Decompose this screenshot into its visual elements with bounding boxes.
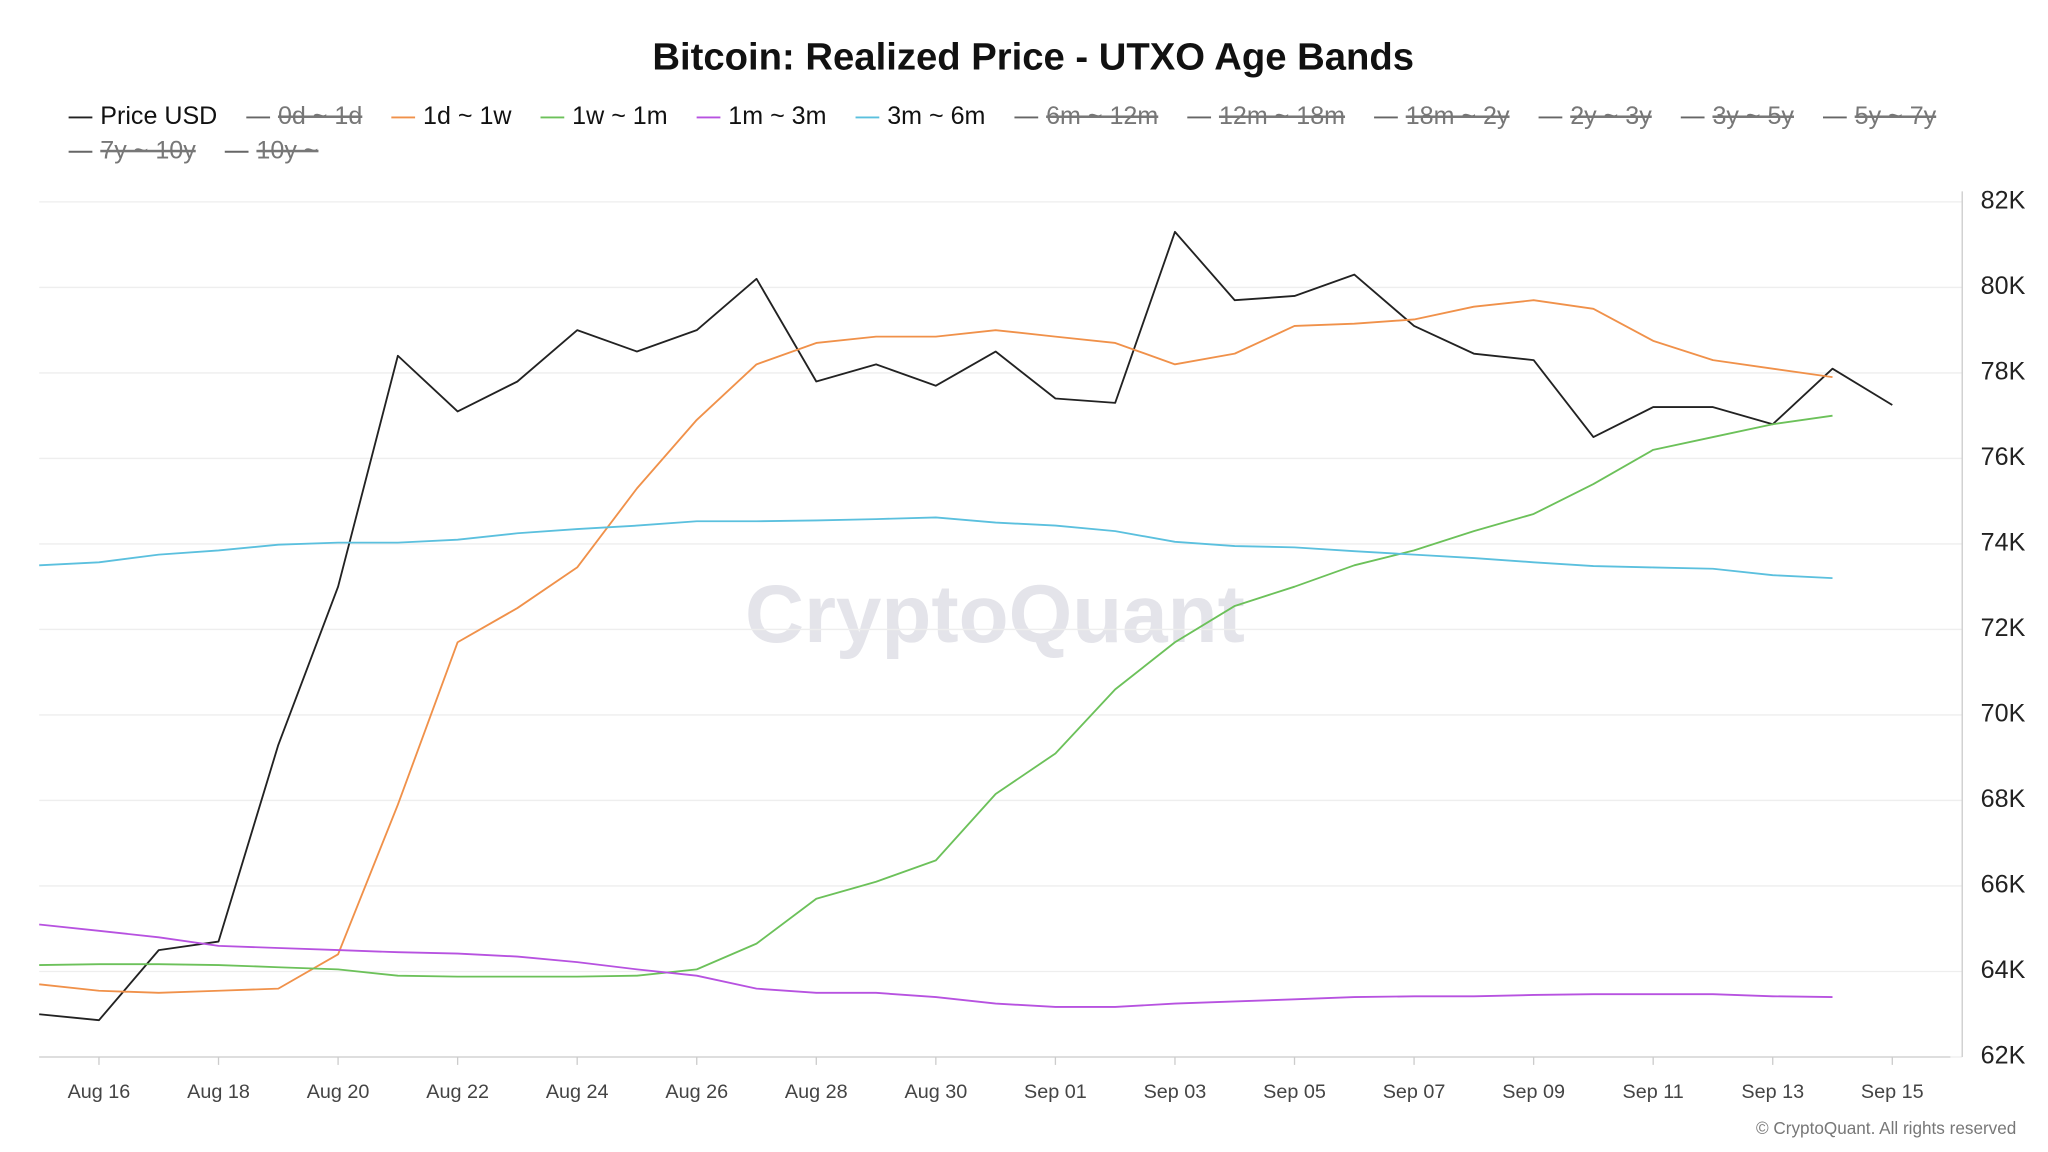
legend-label: 1m ~ 3m	[728, 102, 826, 130]
legend-item[interactable]: 1m ~ 3m	[696, 102, 827, 130]
series-line	[39, 230, 1893, 1022]
y-tick-label: 70K	[1981, 700, 2026, 728]
watermark: CryptoQuant	[745, 569, 1245, 660]
x-tick-label: Aug 22	[426, 1081, 489, 1103]
y-tick-label: 78K	[1981, 358, 2026, 386]
legend-label: Price USD	[100, 102, 217, 130]
legend-item[interactable]: 5y ~ 7y	[1823, 102, 1937, 130]
y-tick-label: 82K	[1981, 187, 2026, 215]
legend-label: 1d ~ 1w	[423, 102, 512, 130]
x-tick-label: Sep 03	[1144, 1081, 1207, 1103]
legend-label: 3y ~ 5y	[1712, 102, 1794, 130]
x-tick-label: Sep 01	[1024, 1081, 1087, 1103]
x-tick-label: Sep 11	[1623, 1081, 1684, 1103]
legend-item[interactable]: 1w ~ 1m	[540, 102, 668, 130]
x-tick-label: Aug 26	[665, 1081, 728, 1103]
y-tick-label: 64K	[1981, 956, 2026, 984]
x-tick-label: Sep 13	[1741, 1081, 1804, 1103]
y-tick-label: 72K	[1981, 614, 2026, 642]
series-line	[39, 414, 1833, 978]
legend-item[interactable]: 12m ~ 18m	[1187, 102, 1345, 130]
series-line	[39, 299, 1833, 994]
legend-item[interactable]: 3y ~ 5y	[1680, 102, 1795, 130]
legend-item[interactable]: 2y ~ 3y	[1538, 102, 1653, 130]
series-line	[39, 923, 1833, 1008]
y-tick-label: 62K	[1981, 1042, 2026, 1070]
x-tick-label: Aug 20	[307, 1081, 370, 1103]
x-tick-label: Sep 09	[1502, 1081, 1565, 1103]
legend-item[interactable]: 0d ~ 1d	[246, 102, 362, 130]
legend-label: 0d ~ 1d	[278, 102, 362, 130]
legend-item[interactable]: 10y ~	[224, 136, 319, 164]
legend-item[interactable]: 18m ~ 2y	[1374, 102, 1510, 130]
legend-label: 12m ~ 18m	[1219, 102, 1345, 130]
legend-label: 6m ~ 12m	[1046, 102, 1158, 130]
x-tick-label: Sep 15	[1861, 1081, 1924, 1103]
x-tick-label: Sep 07	[1383, 1081, 1446, 1103]
y-tick-label: 76K	[1981, 443, 2026, 471]
legend-label: 10y ~	[256, 136, 318, 164]
series-line	[39, 516, 1833, 580]
legend-label: 18m ~ 2y	[1406, 102, 1510, 130]
y-tick-label: 74K	[1981, 529, 2026, 557]
legend-item[interactable]: 6m ~ 12m	[1014, 102, 1158, 130]
x-tick-label: Aug 16	[68, 1081, 131, 1103]
legend-item[interactable]: 7y ~ 10y	[68, 136, 197, 164]
legend-label: 3m ~ 6m	[887, 102, 985, 130]
legend-label: 1w ~ 1m	[572, 102, 667, 130]
legend-item[interactable]: Price USD	[68, 102, 218, 130]
x-tick-label: Aug 28	[785, 1081, 848, 1103]
credit: © CryptoQuant. All rights reserved	[1756, 1118, 2016, 1138]
legend-label: 7y ~ 10y	[100, 136, 196, 164]
legend-label: 5y ~ 7y	[1855, 102, 1937, 130]
legend-label: 2y ~ 3y	[1570, 102, 1652, 130]
x-tick-label: Aug 30	[905, 1081, 968, 1103]
y-tick-label: 68K	[1981, 785, 2026, 813]
y-tick-label: 80K	[1981, 272, 2026, 300]
x-tick-label: Sep 05	[1263, 1081, 1326, 1103]
legend-item[interactable]: 3m ~ 6m	[855, 102, 986, 130]
x-tick-label: Aug 18	[187, 1081, 250, 1103]
legend-item[interactable]: 1d ~ 1w	[391, 102, 512, 130]
x-tick-label: Aug 24	[546, 1081, 609, 1103]
y-tick-label: 66K	[1981, 871, 2026, 899]
chart-title: Bitcoin: Realized Price - UTXO Age Bands	[652, 35, 1414, 78]
